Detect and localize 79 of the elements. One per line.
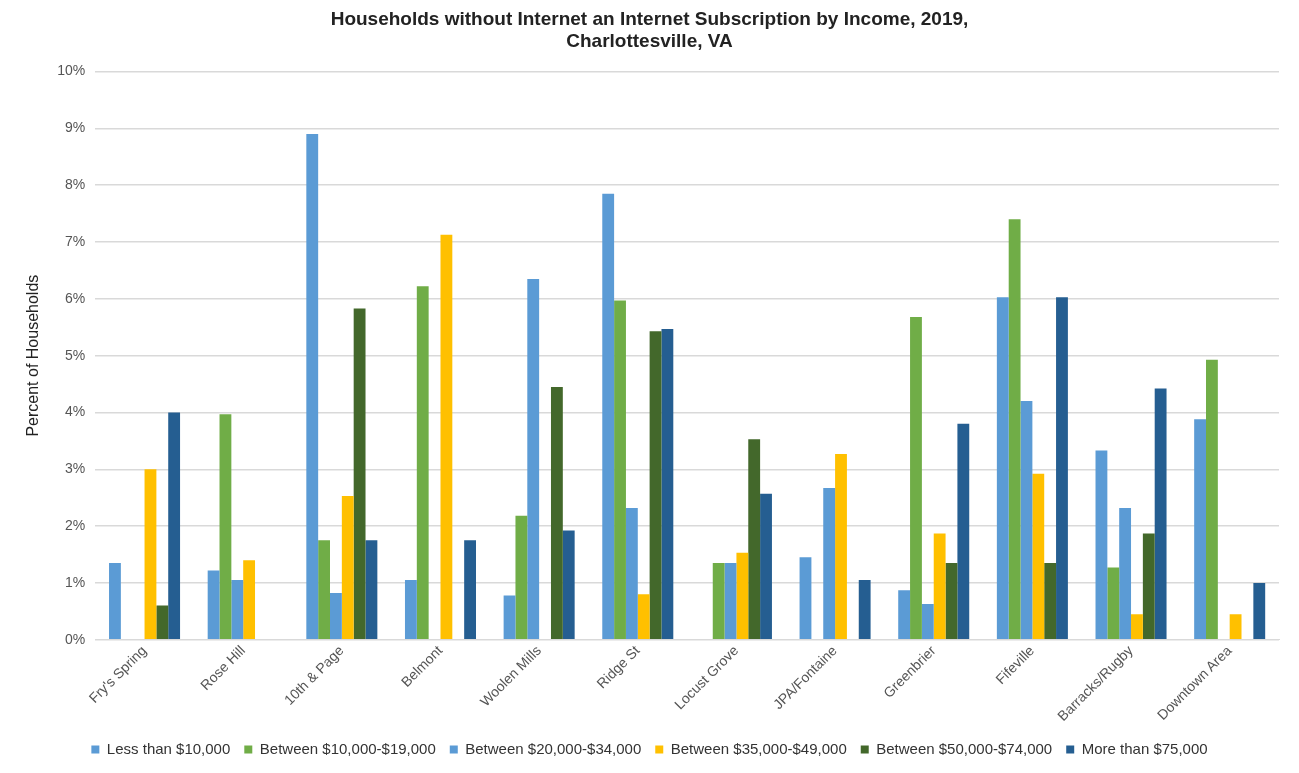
bar — [712, 563, 725, 639]
bar — [243, 560, 256, 639]
bar — [219, 414, 232, 639]
bar — [823, 488, 836, 639]
bar — [503, 595, 516, 639]
bar — [1142, 533, 1155, 639]
bar — [921, 603, 934, 639]
bar — [799, 557, 812, 639]
bar — [365, 540, 378, 639]
bar — [1119, 507, 1132, 639]
bar — [1253, 582, 1266, 639]
bar — [760, 493, 772, 639]
bar — [945, 563, 958, 639]
bar — [1206, 359, 1218, 639]
bar — [109, 563, 121, 639]
bar — [464, 540, 476, 639]
legend-label: Between $10,000-$19,000 — [259, 739, 436, 757]
bar — [602, 193, 615, 639]
legend-label: Between $50,000-$74,000 — [876, 739, 1053, 757]
bar — [156, 605, 169, 639]
legend-label: Between $20,000-$34,000 — [465, 739, 642, 757]
bar — [1107, 567, 1120, 639]
bar — [404, 580, 417, 639]
y-tick-label: 2% — [64, 516, 86, 533]
bar — [1032, 473, 1045, 639]
bar — [661, 328, 674, 639]
bar — [637, 594, 650, 639]
bar — [1044, 563, 1057, 639]
bar — [1056, 297, 1068, 639]
y-tick-label: 8% — [64, 176, 86, 193]
y-tick-label: 5% — [64, 346, 86, 363]
bar — [231, 580, 244, 639]
bar — [614, 300, 626, 639]
bar — [1154, 388, 1167, 639]
bar — [440, 234, 453, 639]
legend-label: Between $35,000-$49,000 — [670, 739, 847, 757]
bar — [1008, 219, 1021, 639]
legend-label: More than $75,000 — [1081, 739, 1208, 757]
bar — [416, 286, 429, 639]
y-tick-label: 9% — [64, 119, 86, 136]
y-tick-label: 6% — [64, 289, 86, 306]
bar — [144, 469, 157, 639]
bar — [835, 453, 847, 639]
bar — [306, 134, 319, 639]
chart-title: Households without Internet an Internet Subscription by Income, 2019, Charlottesville, VA — [330, 7, 969, 52]
bar — [341, 495, 354, 639]
y-tick-label: 7% — [64, 232, 86, 249]
bar — [910, 317, 922, 639]
bar — [858, 580, 871, 639]
bar — [353, 308, 366, 639]
bar — [515, 515, 528, 639]
bar — [1020, 401, 1033, 639]
bar — [527, 278, 540, 639]
bar — [550, 386, 563, 639]
bar — [1095, 450, 1108, 639]
bar — [562, 530, 575, 639]
bar — [330, 593, 342, 639]
y-tick-label: 10% — [57, 62, 86, 79]
bar — [736, 552, 749, 639]
bar — [625, 507, 638, 639]
y-axis-title: Percent of Households — [24, 274, 42, 437]
bar — [957, 423, 970, 639]
bar — [1194, 419, 1206, 639]
bar — [898, 590, 911, 639]
bar — [168, 412, 181, 639]
bar — [207, 570, 220, 639]
bar — [1229, 614, 1242, 639]
y-tick-label: 4% — [64, 403, 86, 420]
bar — [1131, 614, 1143, 639]
y-tick-label: 1% — [64, 573, 86, 590]
bar — [933, 533, 946, 639]
bar — [748, 439, 761, 639]
y-tick-label: 0% — [64, 630, 86, 647]
bar — [724, 563, 737, 639]
bar — [318, 540, 330, 639]
legend-label: Less than $10,000 — [106, 739, 231, 757]
bar — [649, 331, 662, 639]
bar — [996, 297, 1009, 639]
y-tick-label: 3% — [64, 460, 86, 477]
